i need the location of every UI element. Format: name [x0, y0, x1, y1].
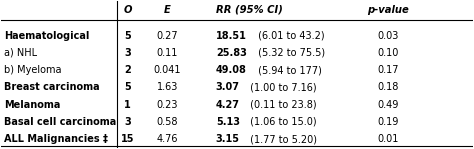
Text: a) NHL: a) NHL [4, 48, 37, 58]
Text: 49.08: 49.08 [216, 65, 246, 75]
Text: 0.19: 0.19 [377, 117, 399, 127]
Text: 0.041: 0.041 [154, 65, 181, 75]
Text: 5: 5 [124, 31, 131, 41]
Text: 3.07: 3.07 [216, 82, 240, 92]
Text: 5: 5 [124, 82, 131, 92]
Text: 4.27: 4.27 [216, 100, 240, 110]
Text: 15: 15 [121, 134, 135, 144]
Text: 5.13: 5.13 [216, 117, 240, 127]
Text: 0.17: 0.17 [377, 65, 399, 75]
Text: (5.94 to 177): (5.94 to 177) [255, 65, 322, 75]
Text: (6.01 to 43.2): (6.01 to 43.2) [255, 31, 325, 41]
Text: Basal cell carcinoma: Basal cell carcinoma [4, 117, 116, 127]
Text: O: O [123, 5, 132, 15]
Text: ALL Malignancies ‡: ALL Malignancies ‡ [4, 134, 108, 144]
Text: Haematological: Haematological [4, 31, 89, 41]
Text: 0.18: 0.18 [377, 82, 399, 92]
Text: E: E [164, 5, 171, 15]
Text: 0.11: 0.11 [156, 48, 178, 58]
Text: 0.10: 0.10 [377, 48, 399, 58]
Text: RR (95% CI): RR (95% CI) [216, 5, 283, 15]
Text: 0.03: 0.03 [377, 31, 399, 41]
Text: (1.77 to 5.20): (1.77 to 5.20) [246, 134, 317, 144]
Text: (1.00 to 7.16): (1.00 to 7.16) [246, 82, 316, 92]
Text: 0.58: 0.58 [156, 117, 178, 127]
Text: 3.15: 3.15 [216, 134, 240, 144]
Text: 0.27: 0.27 [156, 31, 178, 41]
Text: (1.06 to 15.0): (1.06 to 15.0) [246, 117, 316, 127]
Text: 0.01: 0.01 [377, 134, 399, 144]
Text: 4.76: 4.76 [156, 134, 178, 144]
Text: 0.49: 0.49 [377, 100, 399, 110]
Text: 0.23: 0.23 [156, 100, 178, 110]
Text: 3: 3 [124, 117, 131, 127]
Text: b) Myeloma: b) Myeloma [4, 65, 61, 75]
Text: 3: 3 [124, 48, 131, 58]
Text: 18.51: 18.51 [216, 31, 246, 41]
Text: 2: 2 [124, 65, 131, 75]
Text: (5.32 to 75.5): (5.32 to 75.5) [255, 48, 326, 58]
Text: 25.83: 25.83 [216, 48, 246, 58]
Text: Melanoma: Melanoma [4, 100, 60, 110]
Text: (0.11 to 23.8): (0.11 to 23.8) [246, 100, 316, 110]
Text: Breast carcinoma: Breast carcinoma [4, 82, 100, 92]
Text: 1.63: 1.63 [156, 82, 178, 92]
Text: 1: 1 [124, 100, 131, 110]
Text: p-value: p-value [367, 5, 409, 15]
